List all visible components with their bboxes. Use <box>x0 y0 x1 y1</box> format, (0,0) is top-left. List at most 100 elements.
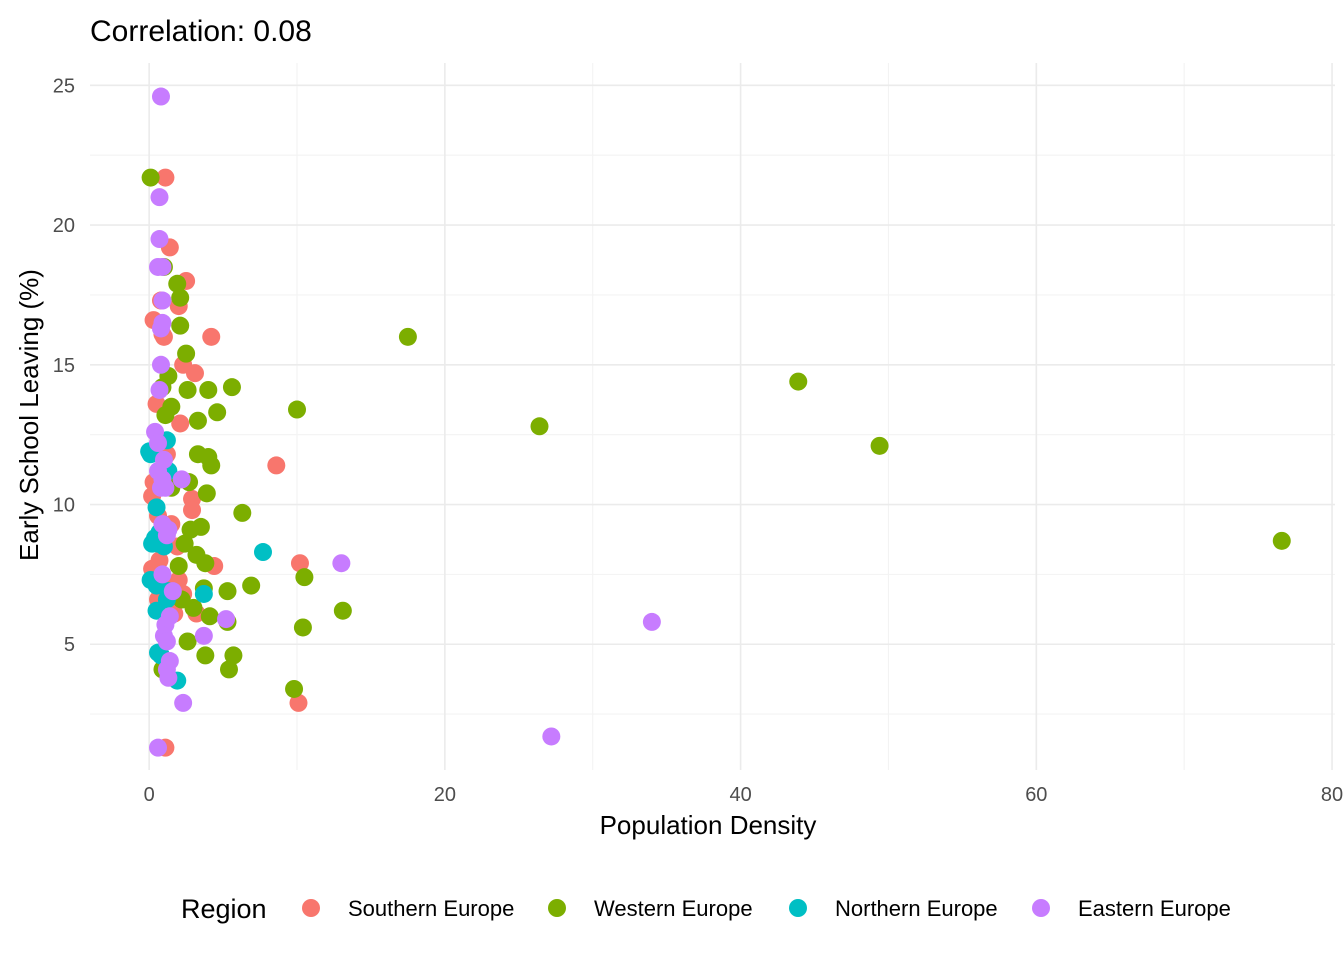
legend-item: Western Europe <box>548 896 753 921</box>
data-point <box>200 607 219 626</box>
legend-items: Southern Europe Western Europe Northern Eu… <box>302 896 1231 921</box>
data-point <box>150 188 169 207</box>
data-point <box>156 478 175 497</box>
data-point <box>285 679 304 698</box>
series-eastern-europe <box>146 87 661 757</box>
legend-label: Eastern Europe <box>1078 896 1231 921</box>
x-tick-label: 20 <box>434 784 456 806</box>
y-tick-label: 25 <box>53 75 75 97</box>
data-point <box>153 565 172 584</box>
data-point <box>208 403 227 422</box>
x-tick-label: 60 <box>1025 784 1047 806</box>
data-point <box>149 434 168 453</box>
y-axis-label: Early School Leaving (%) <box>14 269 44 561</box>
legend-key <box>789 899 807 917</box>
legend-label: Northern Europe <box>835 896 998 921</box>
data-point <box>202 456 221 475</box>
y-tick-label: 20 <box>53 215 75 237</box>
legend-label: Southern Europe <box>348 896 514 921</box>
data-point <box>183 501 202 520</box>
data-point <box>191 517 210 536</box>
data-point <box>157 632 176 651</box>
data-point <box>196 646 215 665</box>
data-point <box>217 610 236 629</box>
data-point <box>218 582 237 601</box>
data-point <box>150 230 169 249</box>
x-axis-ticks: 0 20 40 60 80 <box>144 784 1344 806</box>
data-point <box>171 316 190 335</box>
data-point <box>196 554 215 573</box>
data-point <box>870 436 889 455</box>
legend-item: Southern Europe <box>302 896 514 921</box>
data-point <box>188 411 207 430</box>
data-point <box>222 378 241 397</box>
data-point <box>289 693 308 712</box>
data-point <box>233 503 252 522</box>
data-point <box>295 568 314 587</box>
legend-item: Eastern Europe <box>1032 896 1231 921</box>
data-point <box>293 618 312 637</box>
data-points <box>140 87 1291 757</box>
data-point <box>398 327 417 346</box>
data-point <box>151 355 170 374</box>
legend-key <box>548 899 566 917</box>
data-point <box>141 168 160 187</box>
data-point <box>178 380 197 399</box>
x-axis-label: Population Density <box>600 810 817 840</box>
data-point <box>197 484 216 503</box>
data-point <box>333 601 352 620</box>
data-point <box>174 693 193 712</box>
data-point <box>151 87 170 106</box>
legend-title: Region <box>181 894 267 924</box>
data-point <box>242 576 261 595</box>
data-point <box>156 168 175 187</box>
data-point <box>168 274 187 293</box>
series-western-europe <box>141 168 1291 698</box>
y-tick-label: 10 <box>53 495 75 517</box>
legend-key <box>1032 899 1050 917</box>
data-point <box>171 414 190 433</box>
data-point <box>194 584 213 603</box>
data-point <box>159 668 178 687</box>
y-axis-ticks: 5 10 15 20 25 <box>53 75 75 656</box>
data-point <box>178 632 197 651</box>
data-point <box>642 612 661 631</box>
x-tick-label: 0 <box>144 784 155 806</box>
data-point <box>177 344 196 363</box>
data-point <box>530 417 549 436</box>
legend-label: Western Europe <box>594 896 753 921</box>
data-point <box>224 646 243 665</box>
data-point <box>159 520 178 539</box>
data-point <box>153 257 172 276</box>
chart-title: Correlation: 0.08 <box>90 15 312 48</box>
data-point <box>149 738 168 757</box>
data-point <box>253 543 272 562</box>
data-point <box>219 660 238 679</box>
data-point <box>154 450 173 469</box>
data-point <box>163 582 182 601</box>
data-point <box>169 557 188 576</box>
data-point <box>288 400 307 419</box>
data-point <box>156 406 175 425</box>
data-point <box>542 727 561 746</box>
data-point <box>147 498 166 517</box>
plot-grid <box>90 63 1335 770</box>
data-point <box>172 470 191 489</box>
data-point <box>185 364 204 383</box>
data-point <box>202 327 221 346</box>
y-tick-label: 5 <box>64 634 75 656</box>
data-point <box>194 626 213 645</box>
data-point <box>789 372 808 391</box>
data-point <box>184 598 203 617</box>
x-tick-label: 40 <box>729 784 751 806</box>
data-point <box>153 291 172 310</box>
y-tick-label: 15 <box>53 355 75 377</box>
data-point <box>1272 531 1291 550</box>
legend-item: Northern Europe <box>789 896 998 921</box>
data-point <box>332 554 351 573</box>
x-tick-label: 80 <box>1321 784 1343 806</box>
data-point <box>151 319 170 338</box>
legend: Region Southern Europe Western Europe Nort… <box>181 894 1231 924</box>
data-point <box>171 288 190 307</box>
data-point <box>290 554 309 573</box>
